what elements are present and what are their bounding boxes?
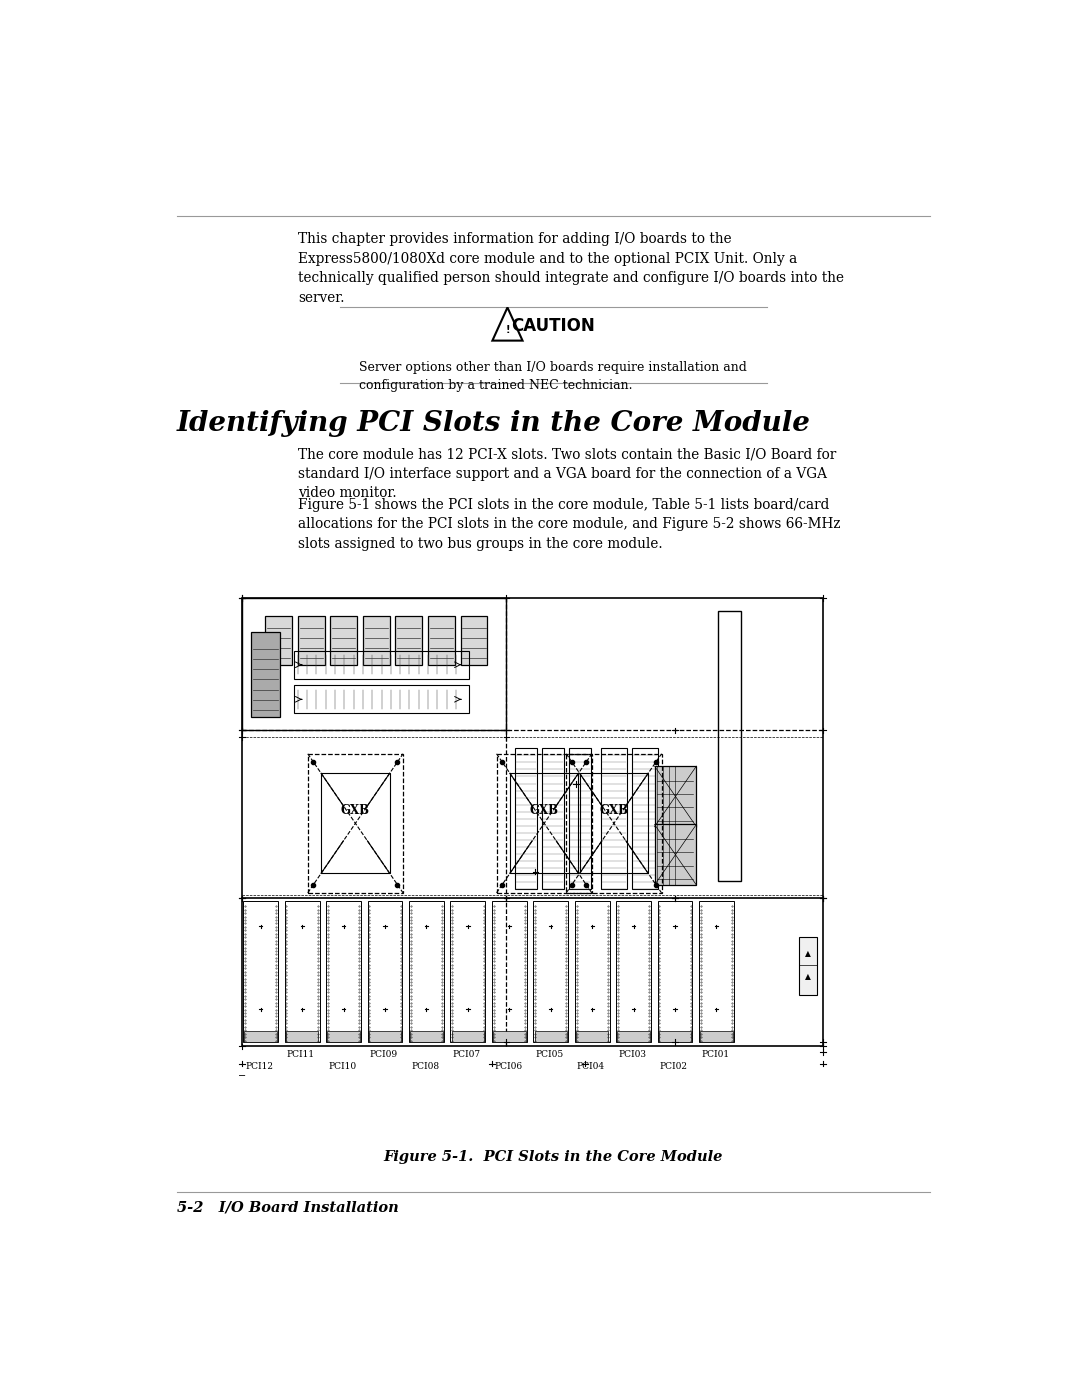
Text: PCI12: PCI12 [245,1062,273,1071]
Text: Identifying PCI Slots in the Core Module: Identifying PCI Slots in the Core Module [177,409,811,437]
Text: Server options other than I/O boards require installation and
configuration by a: Server options other than I/O boards req… [360,362,747,393]
Text: −: − [238,1071,246,1081]
Bar [798,937,818,996]
Text: GXB: GXB [341,805,370,817]
Bar [699,901,734,1042]
Text: PCI09: PCI09 [369,1051,397,1059]
Bar [409,901,444,1042]
Bar [617,901,651,1042]
Bar [515,749,537,890]
Bar [535,1031,567,1042]
Bar [497,754,592,893]
Bar [632,749,658,890]
Bar [566,754,662,893]
Text: 5-2   I/O Board Installation: 5-2 I/O Board Installation [177,1201,399,1215]
Bar [308,754,403,893]
Bar [568,749,591,890]
Bar [654,824,697,884]
Bar [450,901,485,1042]
Bar [602,749,627,890]
Bar [542,749,564,890]
Bar [295,686,469,714]
Text: GXB: GXB [599,805,629,817]
Bar [286,1031,319,1042]
Text: PCI07: PCI07 [453,1051,481,1059]
Text: The core module has 12 PCI-X slots. Two slots contain the Basic I/O Board for
st: The core module has 12 PCI-X slots. Two … [298,447,837,500]
Text: PCI11: PCI11 [287,1051,315,1059]
Bar [327,1031,360,1042]
Text: PCI03: PCI03 [618,1051,646,1059]
Bar [491,901,527,1042]
Text: PCI02: PCI02 [660,1062,688,1071]
Text: !: ! [505,326,510,335]
Text: PCI10: PCI10 [328,1062,356,1071]
Bar [410,1031,443,1042]
Bar [428,616,455,665]
Bar [460,616,487,665]
Bar [395,616,422,665]
Text: This chapter provides information for adding I/O boards to the
Express5800/1080X: This chapter provides information for ad… [298,232,845,305]
Bar [494,1031,526,1042]
Bar [243,901,279,1042]
Bar [321,774,390,873]
Bar [575,901,609,1042]
Text: PCI06: PCI06 [494,1062,522,1071]
Bar [367,901,403,1042]
Bar [285,901,320,1042]
Bar [266,616,292,665]
Bar [654,766,697,827]
Bar [244,1031,276,1042]
Bar [363,616,390,665]
Bar [326,901,361,1042]
Bar [510,774,579,873]
Bar [242,598,823,1046]
Bar [295,651,469,679]
Text: CAUTION: CAUTION [512,317,595,335]
Bar [251,631,280,717]
Bar [618,1031,650,1042]
Text: Figure 5-1.  PCI Slots in the Core Module: Figure 5-1. PCI Slots in the Core Module [383,1150,724,1164]
Bar [718,612,741,880]
Bar [298,616,325,665]
Bar [534,901,568,1042]
Bar [580,774,648,873]
Bar [242,598,507,731]
Text: GXB: GXB [529,805,558,817]
Text: ▲: ▲ [805,972,811,981]
Bar [451,1031,484,1042]
Bar [368,1031,402,1042]
Text: PCI05: PCI05 [536,1051,564,1059]
Text: Figure 5-1 shows the PCI slots in the core module, Table 5-1 lists board/card
al: Figure 5-1 shows the PCI slots in the co… [298,497,840,550]
Text: ▲: ▲ [805,949,811,958]
Text: PCI04: PCI04 [577,1062,605,1071]
Bar [658,901,692,1042]
Bar [576,1031,608,1042]
Text: PCI08: PCI08 [411,1062,440,1071]
Text: PCI01: PCI01 [701,1051,729,1059]
Bar [659,1031,691,1042]
Bar [700,1031,732,1042]
Bar [330,616,357,665]
